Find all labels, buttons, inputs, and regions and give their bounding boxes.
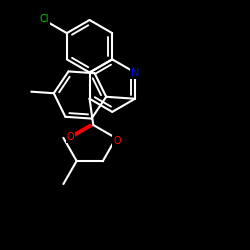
Text: O: O	[114, 136, 121, 145]
Text: O: O	[67, 132, 74, 142]
Text: N: N	[131, 68, 139, 78]
Text: Cl: Cl	[40, 14, 49, 24]
